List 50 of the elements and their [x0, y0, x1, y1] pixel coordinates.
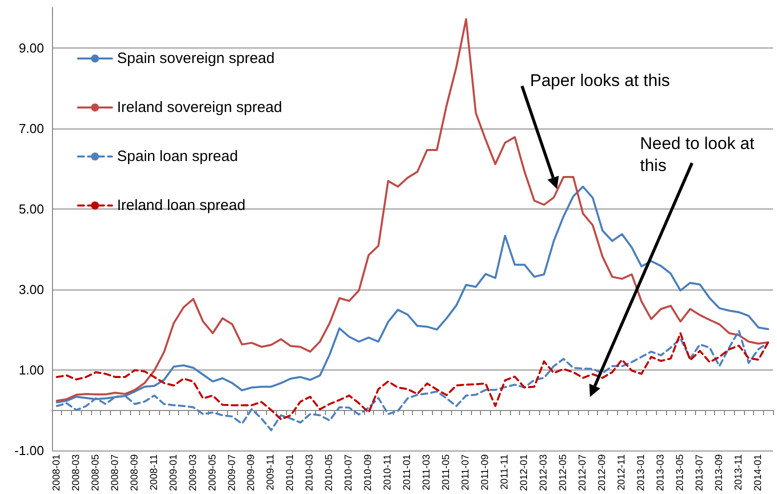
x-tick-label: 2012-01 — [519, 454, 530, 492]
x-tick-label: 2009-01 — [168, 454, 180, 492]
annotation: Need to look at this — [640, 133, 756, 177]
legend-label: Ireland loan spread — [117, 197, 246, 214]
y-tick-label: 5.00 — [18, 201, 44, 216]
x-tick-label: 2012-03 — [538, 454, 550, 492]
x-tick-label: 2011-11 — [500, 454, 511, 490]
line-series — [56, 18, 770, 402]
y-tick-label: 1.00 — [18, 362, 44, 378]
x-tick-label: 2011-05 — [441, 454, 452, 490]
y-tick-label: 3.00 — [18, 282, 44, 297]
legend-label: Spain loan spread — [117, 148, 238, 165]
x-tick-label: 2009-09 — [246, 454, 258, 492]
x-tick-label: 2008-09 — [129, 454, 140, 492]
x-tick-label: 2012-09 — [596, 454, 608, 492]
x-tick-label: 2009-05 — [207, 454, 218, 492]
x-tick-label: 2012-11 — [616, 454, 628, 490]
x-tick-label: 2009-11 — [266, 454, 277, 490]
x-tick-label: 2009-03 — [188, 454, 199, 492]
x-tick-label: 2010-11 — [382, 454, 394, 490]
x-tick-label: 2008-01 — [51, 454, 62, 492]
x-tick-label: 2011-07 — [460, 454, 472, 490]
annotation: Paper looks at this — [530, 70, 671, 92]
x-tick-label: 2014-01 — [752, 454, 764, 492]
x-tick-label: 2013-11 — [733, 454, 744, 490]
x-tick-label: 2013-05 — [674, 454, 686, 492]
x-tick-label: 2008-05 — [90, 454, 102, 492]
x-tick-label: 2013-09 — [714, 454, 725, 492]
x-tick-label: 2010-03 — [304, 454, 316, 492]
x-tick-label: 2008-07 — [110, 454, 121, 492]
x-tick-label: 2010-05 — [324, 454, 336, 492]
y-tick-label: 7.00 — [18, 120, 44, 136]
x-tick-label: 2011-01 — [402, 454, 414, 490]
x-tick-label: 2009-07 — [226, 454, 238, 492]
y-tick-label: -1.00 — [14, 442, 44, 458]
x-tick-label: 2012-05 — [558, 454, 570, 492]
x-tick-label: 2011-09 — [480, 454, 492, 490]
x-tick-label: 2008-11 — [148, 454, 160, 490]
x-tick-label: 2010-07 — [344, 454, 355, 492]
x-tick-label: 2010-09 — [363, 454, 374, 492]
x-tick-label: 2013-01 — [636, 454, 647, 492]
y-tick-label: 9.00 — [18, 40, 44, 56]
x-tick-label: 2011-03 — [422, 454, 433, 490]
x-tick-label: 2013-03 — [655, 454, 666, 492]
x-tick-label: 2012-07 — [578, 454, 589, 492]
x-tick-label: 2008-03 — [70, 454, 82, 492]
legend-label: Spain sovereign spread — [117, 50, 275, 67]
x-tick-label: 2010-01 — [285, 454, 296, 492]
legend-label: Ireland sovereign spread — [117, 99, 282, 116]
x-tick-label: 2013-07 — [694, 454, 706, 492]
